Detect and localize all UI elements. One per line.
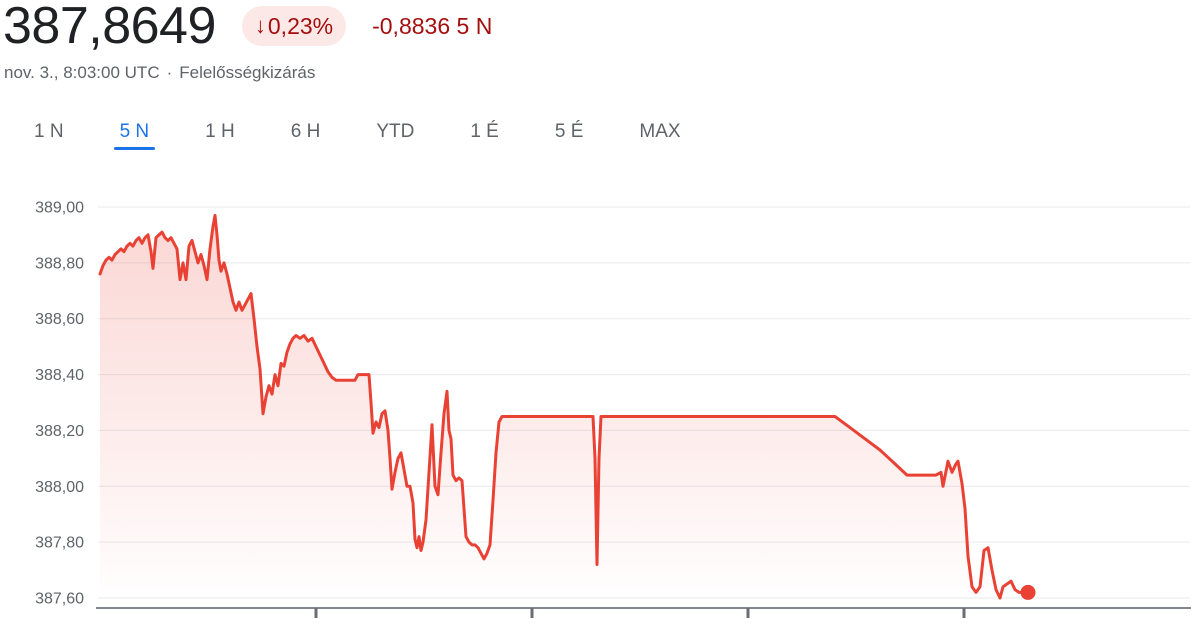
y-axis-label: 387,80 xyxy=(35,535,84,552)
last-price-dot xyxy=(1020,584,1036,600)
down-arrow-icon: ↓ xyxy=(254,13,266,38)
tab-6h[interactable]: 6 H xyxy=(263,111,349,152)
change-amount: -0,8836 5 N xyxy=(372,12,493,39)
active-tab-underline xyxy=(113,147,156,150)
y-axis-label: 388,60 xyxy=(35,311,84,328)
tab-label: 1 H xyxy=(205,120,235,142)
tab-max[interactable]: MAX xyxy=(611,111,708,152)
y-axis-label: 388,00 xyxy=(35,479,84,496)
change-percent: 0,23% xyxy=(267,12,334,39)
tab-5e[interactable]: 5 É xyxy=(527,111,612,152)
quote-subtitle: nov. 3., 8:03:00 UTC · Felelősségkizárás xyxy=(4,63,315,83)
quote-header: 387,8649 ↓ 0,23% -0,8836 5 N xyxy=(3,0,492,52)
y-axis-label: 389,00 xyxy=(35,200,84,217)
disclaimer-link[interactable]: Felelősségkizárás xyxy=(179,63,316,82)
price-area-fill xyxy=(100,215,1028,608)
tab-1h[interactable]: 1 H xyxy=(177,111,263,152)
y-axis-label: 387,60 xyxy=(35,591,84,608)
tab-label: YTD xyxy=(376,120,415,142)
tab-1e[interactable]: 1 É xyxy=(442,111,527,152)
current-price: 387,8649 xyxy=(3,0,216,55)
dot-separator: · xyxy=(166,63,173,82)
tab-1n[interactable]: 1 N xyxy=(6,111,92,152)
tab-label: 1 É xyxy=(470,120,499,142)
y-axis-label: 388,20 xyxy=(35,423,84,440)
tab-label: 1 N xyxy=(34,120,64,142)
change-percent-badge: ↓ 0,23% xyxy=(241,6,347,46)
y-axis-label: 388,80 xyxy=(35,255,84,272)
y-axis-label: 388,40 xyxy=(35,367,84,384)
tab-label: 6 H xyxy=(290,120,321,142)
tab-label: 5 É xyxy=(554,120,584,142)
tab-label: 5 N xyxy=(119,120,150,142)
tab-label: MAX xyxy=(639,120,681,142)
quote-timestamp: nov. 3., 8:03:00 UTC xyxy=(4,63,160,82)
price-line xyxy=(98,213,1030,600)
time-range-tabs: 1 N 5 N 1 H 6 H YTD 1 É 5 É MAX xyxy=(6,111,709,152)
tab-ytd[interactable]: YTD xyxy=(348,111,442,152)
tab-5n[interactable]: 5 N xyxy=(92,111,178,152)
